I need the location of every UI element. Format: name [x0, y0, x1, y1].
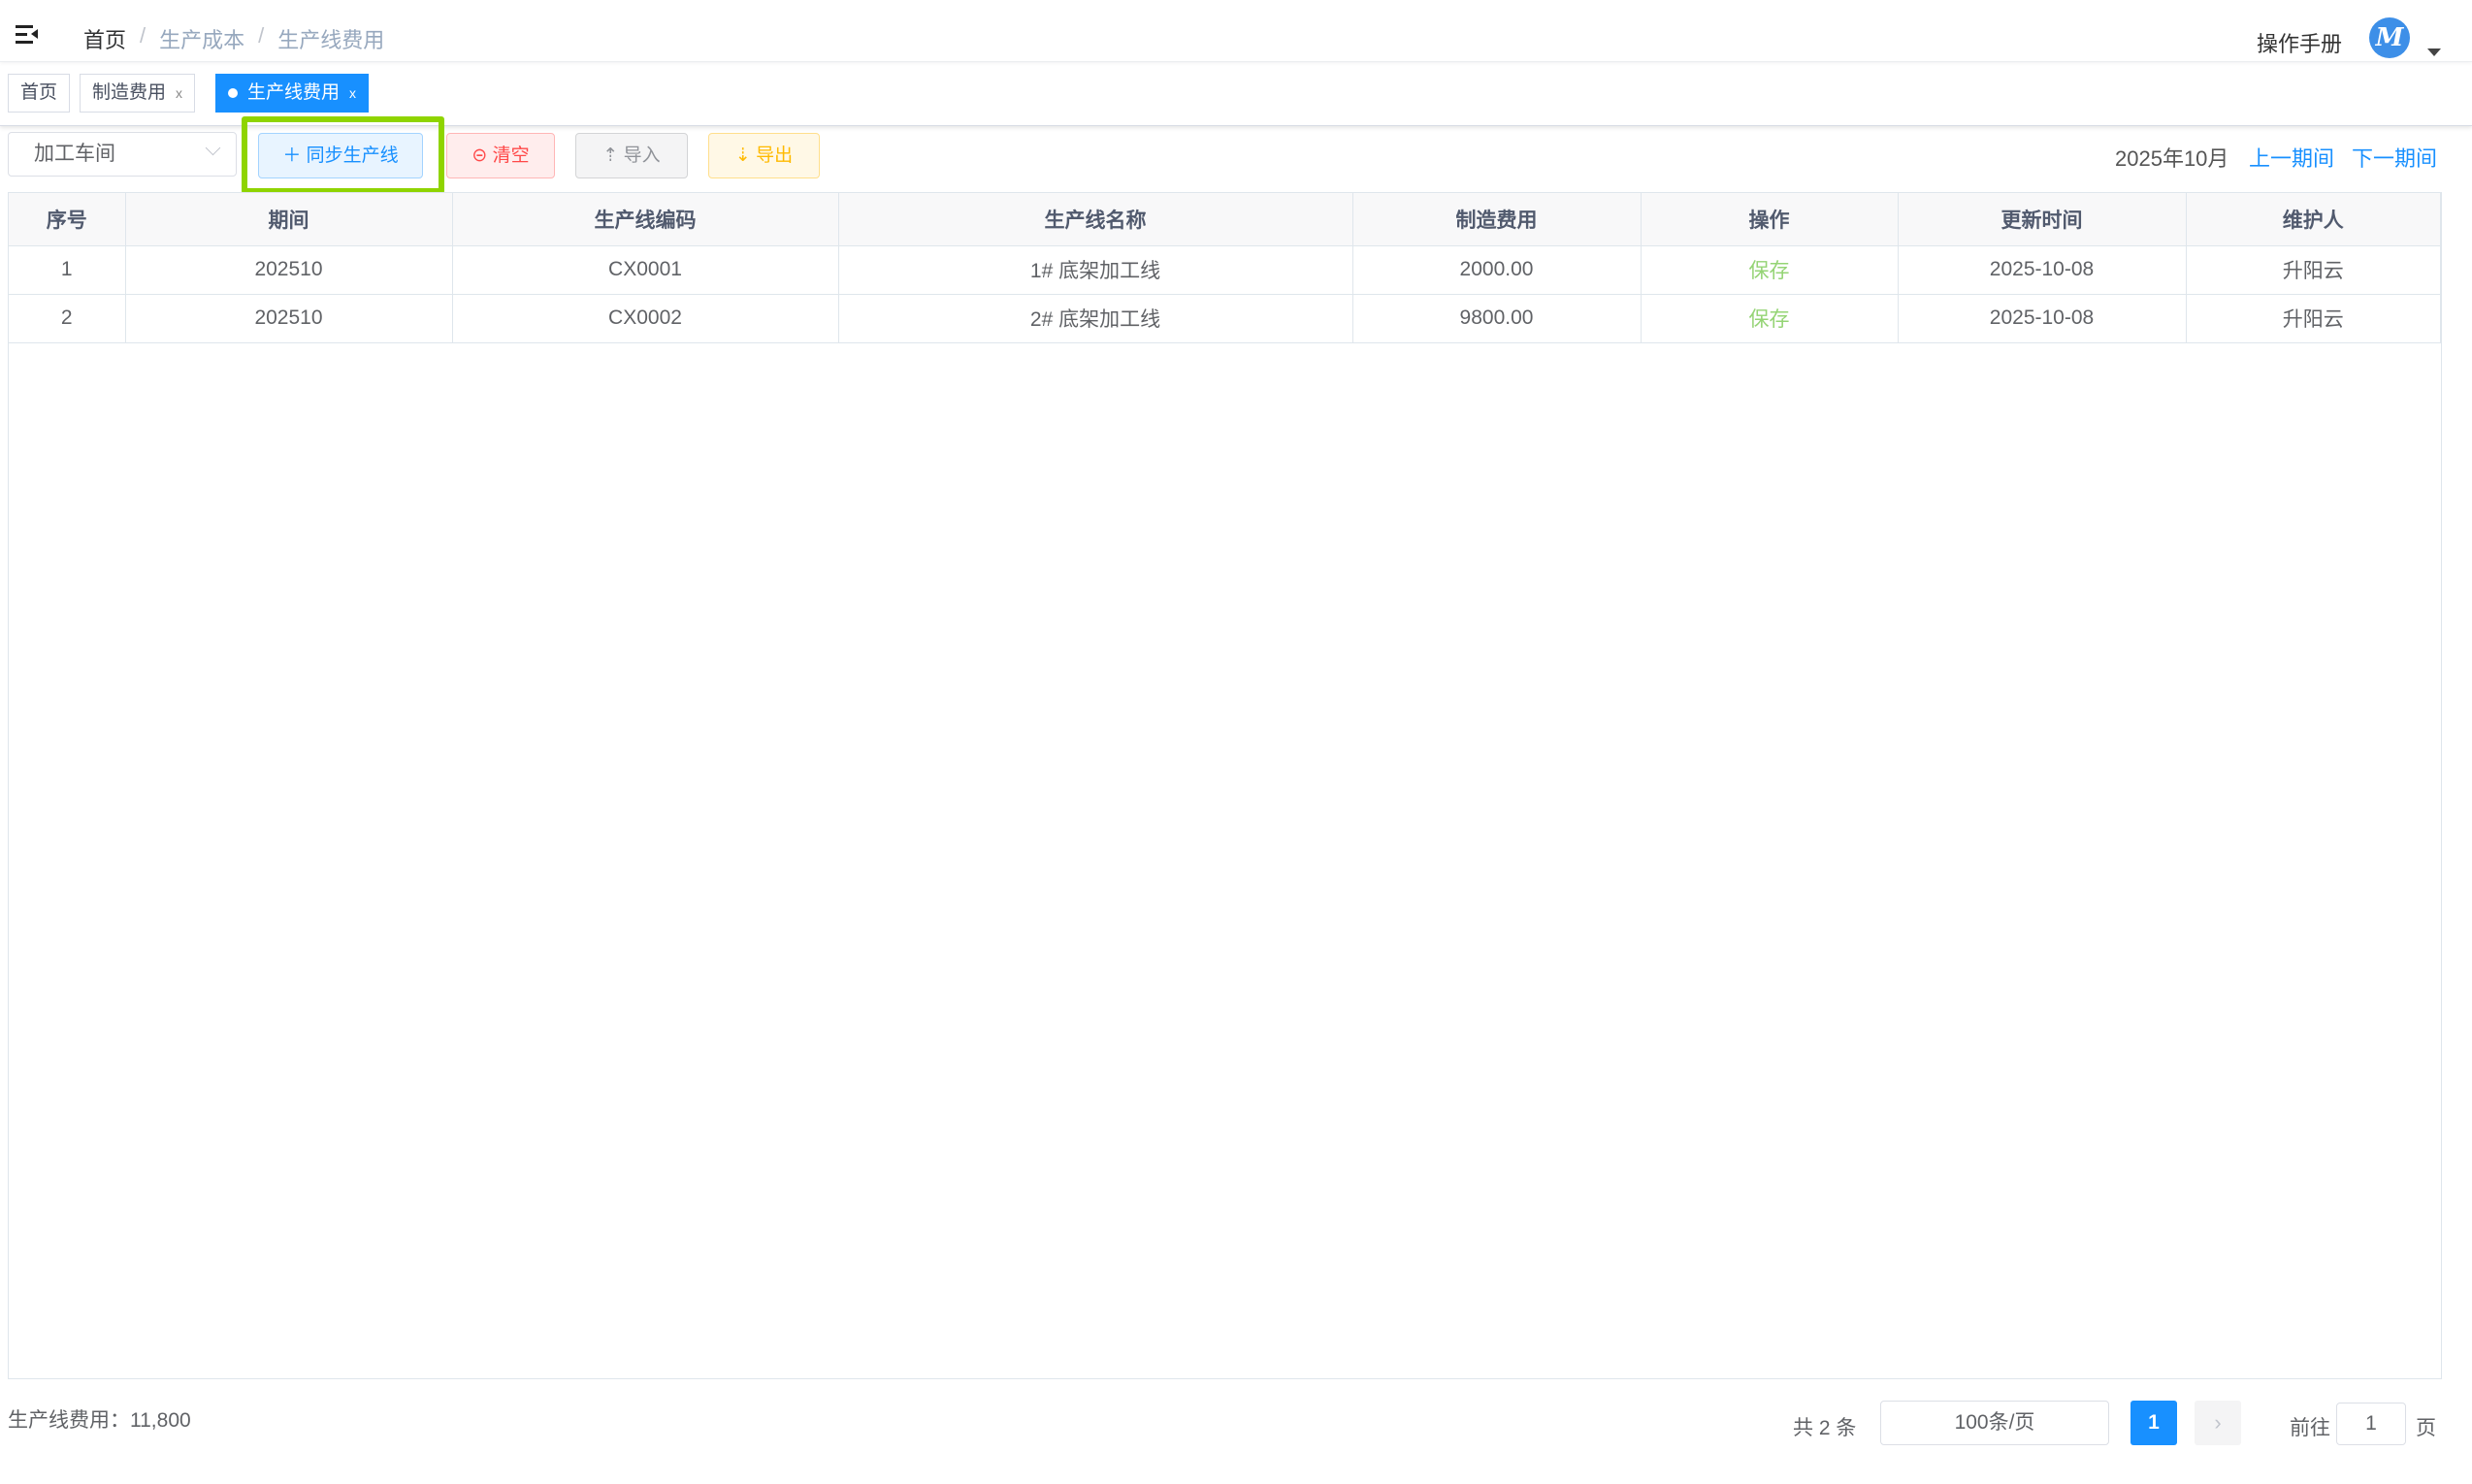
hamburger-icon[interactable]: [16, 25, 41, 48]
tab-line-cost[interactable]: 生产线费用 x: [215, 74, 370, 113]
prev-period-link[interactable]: 上一期间: [2249, 146, 2335, 171]
button-label: 清空: [492, 145, 530, 166]
tags-view: [0, 62, 2472, 126]
next-page-button[interactable]: ›: [2195, 1401, 2241, 1445]
import-button[interactable]: ⇡ 导入: [575, 133, 688, 178]
table-cell: 2: [9, 294, 126, 343]
table-cell: 升阳云: [2186, 294, 2441, 343]
column-header: 序号: [9, 193, 126, 246]
table-cell: 202510: [125, 245, 453, 295]
column-header: 制造费用: [1352, 193, 1642, 246]
column-header: 维护人: [2186, 193, 2441, 246]
minus-circle-icon: ⊝: [472, 145, 488, 166]
manual-link[interactable]: 操作手册: [2257, 32, 2343, 56]
page-suffix: 页: [2416, 1417, 2436, 1439]
close-icon[interactable]: x: [176, 85, 183, 101]
table-cell: 2025-10-08: [1898, 245, 2187, 295]
table-cell: 升阳云: [2186, 245, 2441, 295]
tab-label: 首页: [20, 82, 58, 103]
tab-label: 生产线费用: [247, 82, 341, 103]
export-button[interactable]: ⇣ 导出: [708, 133, 820, 178]
column-header: 期间: [125, 193, 453, 246]
close-icon[interactable]: x: [349, 85, 357, 101]
column-header: 生产线编码: [452, 193, 839, 246]
breadcrumb-home[interactable]: 首页: [83, 28, 127, 52]
next-period-link[interactable]: 下一期间: [2352, 146, 2438, 171]
table-cell: 1: [9, 245, 126, 295]
button-label: 导出: [756, 145, 794, 166]
tab-label: 制造费用: [92, 82, 167, 103]
column-header: 生产线名称: [838, 193, 1353, 246]
table-cell: 2025-10-08: [1898, 294, 2187, 343]
table-row: 2 202510 CX0002 2# 底架加工线 9800.00 保存 2025-10-08…: [9, 294, 2441, 343]
breadcrumb-cost: 生产成本: [159, 28, 245, 52]
select-value: 加工车间: [34, 143, 115, 165]
breadcrumb: 首页 / 生产成本 / 生产线费用: [83, 23, 385, 52]
breadcrumb-current: 生产线费用: [277, 28, 385, 52]
table-cell: 2# 底架加工线: [838, 294, 1353, 343]
sync-lines-button[interactable]: ＋ 同步生产线: [258, 133, 423, 178]
upload-icon: ⇡: [602, 145, 619, 166]
table-cell: 2000.00: [1352, 245, 1642, 295]
table-cell: 9800.00: [1352, 294, 1642, 343]
active-dot-icon: [228, 88, 238, 98]
highlight-box: [242, 116, 444, 194]
goto-page-input[interactable]: 1: [2336, 1403, 2406, 1445]
chevron-down-icon: [205, 140, 221, 156]
column-header: 操作: [1641, 193, 1899, 246]
save-link[interactable]: 保存: [1641, 245, 1899, 295]
page-1-button[interactable]: 1: [2130, 1401, 2177, 1445]
current-period: 2025年10月: [2115, 146, 2229, 171]
clear-button[interactable]: ⊝ 清空: [446, 133, 555, 178]
caret-down-icon[interactable]: [2427, 48, 2441, 56]
download-icon: ⇣: [734, 145, 751, 166]
page-size-select[interactable]: 100条/页: [1880, 1401, 2109, 1445]
column-header: 更新时间: [1898, 193, 2187, 246]
table-row: 1 202510 CX0001 1# 底架加工线 2000.00 保存 2025-10-08…: [9, 245, 2441, 295]
table-cell: CX0002: [452, 294, 839, 343]
plus-icon: ＋: [282, 145, 302, 166]
data-table: 序号 期间 生产线编码 生产线名称 制造费用 操作 更新时间 维护人 1 202510 CX000…: [8, 192, 2442, 1379]
table-cell: CX0001: [452, 245, 839, 295]
button-label: 同步生产线: [306, 145, 399, 166]
tab-home[interactable]: 首页: [8, 74, 71, 113]
total-count: 共 2 条: [1793, 1417, 1857, 1439]
button-label: 导入: [623, 145, 661, 166]
cost-summary: 生产线费用：11,800: [8, 1409, 191, 1432]
workshop-select[interactable]: 加工车间: [8, 132, 237, 177]
table-cell: 202510: [125, 294, 453, 343]
top-navbar: 首页 / 生产成本 / 生产线费用 操作手册 M: [0, 0, 2472, 62]
avatar[interactable]: M: [2369, 17, 2410, 58]
goto-label: 前往: [2290, 1417, 2330, 1439]
table-cell: 1# 底架加工线: [838, 245, 1353, 295]
tab-manufacturing-cost[interactable]: 制造费用 x: [80, 74, 196, 113]
save-link[interactable]: 保存: [1641, 294, 1899, 343]
